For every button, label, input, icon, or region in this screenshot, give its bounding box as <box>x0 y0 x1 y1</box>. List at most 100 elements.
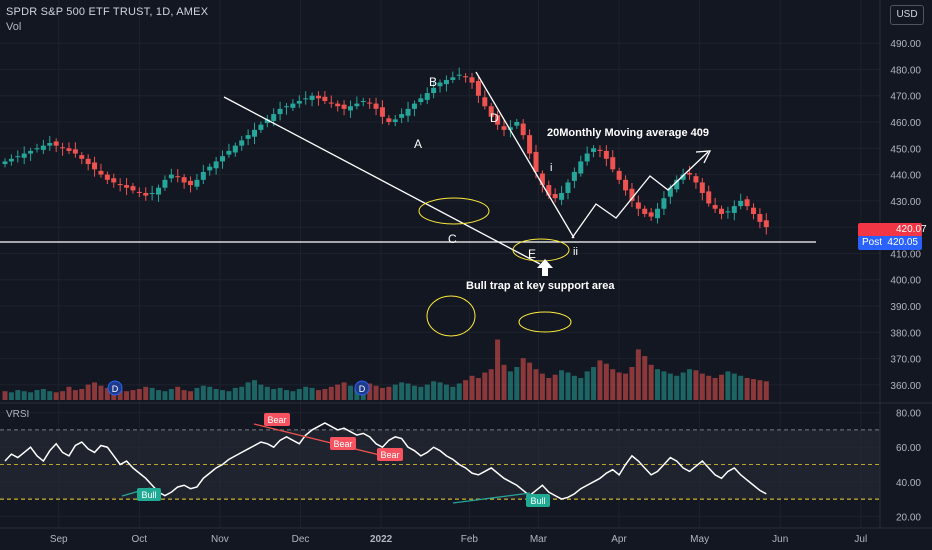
price-candles <box>2 67 769 235</box>
candle-body <box>207 166 213 171</box>
note-moving-average: 20Monthly Moving average 409 <box>547 127 709 139</box>
candle-body <box>475 80 481 96</box>
trendline-2[interactable] <box>475 71 575 239</box>
bull-arrow-icon <box>537 259 553 276</box>
wave-label-d: D <box>490 111 499 125</box>
candle-body <box>539 173 545 186</box>
dividend-marker-2[interactable] <box>354 380 370 396</box>
volume-bar <box>104 387 110 400</box>
projection-path[interactable] <box>571 151 709 239</box>
candle-body <box>719 208 725 214</box>
candle-body <box>79 155 85 159</box>
volume-bar <box>399 382 405 400</box>
candle-body <box>335 103 341 107</box>
vrsi-axis[interactable]: 80.00 60.00 40.00 20.00 <box>896 409 921 524</box>
candle-body <box>283 106 289 108</box>
volume-bar <box>565 372 571 400</box>
volume-bar <box>488 369 494 400</box>
volume-bar <box>354 387 360 400</box>
volume-bar <box>411 385 417 400</box>
candle-body <box>213 161 219 169</box>
volume-bar <box>456 383 462 400</box>
candle-body <box>552 194 558 199</box>
volume-bar <box>578 378 584 400</box>
price-tick-label: 460.00 <box>890 118 921 129</box>
volume-bar <box>667 373 673 400</box>
candle-body <box>232 145 238 153</box>
volume-bar <box>706 375 712 400</box>
symbol-title[interactable]: SPDR S&P 500 ETF TRUST, 1D, AMEX <box>6 6 209 18</box>
volume-bar <box>584 371 590 400</box>
bear-label-1: Bear <box>264 413 290 426</box>
volume-bar <box>264 386 270 400</box>
time-axis[interactable]: Sep Oct Nov Dec 2022 Feb Mar Apr May Jun Jul <box>0 527 932 545</box>
candle-body <box>8 158 14 162</box>
candle-body <box>699 182 705 193</box>
volume-bar <box>443 384 449 400</box>
volume-bar <box>232 387 238 400</box>
vrsi-legend[interactable]: VRSI <box>6 409 30 420</box>
volume-bars <box>2 339 769 400</box>
volume-bar <box>424 384 430 400</box>
volume-bar <box>520 358 526 400</box>
candle-body <box>162 179 168 188</box>
volume-bar <box>341 382 347 400</box>
candle-body <box>642 208 648 214</box>
currency-button[interactable]: USD <box>890 5 924 25</box>
candle-body <box>168 174 174 179</box>
candle-body <box>239 140 245 146</box>
trendline-1[interactable] <box>223 96 541 265</box>
volume-bar <box>757 380 763 400</box>
volume-bar <box>648 364 654 400</box>
candle-body <box>437 82 443 87</box>
candle-body <box>220 156 226 162</box>
volume-bar <box>124 391 130 400</box>
candle-body <box>322 96 328 101</box>
volume-bar <box>309 387 315 400</box>
chart-drawings: A B C D E i ii 20Monthly Moving average … <box>0 71 816 396</box>
volume-bar <box>661 371 667 400</box>
candle-body <box>463 76 469 78</box>
candle-body <box>188 180 194 186</box>
candle-body <box>706 191 712 204</box>
volume-bar <box>303 386 309 400</box>
volume-bar <box>72 390 78 400</box>
volume-bar <box>322 389 328 400</box>
candle-body <box>40 145 46 150</box>
volume-bar <box>200 385 206 400</box>
candle-body <box>424 93 430 100</box>
dividend-marker-1-label: D <box>112 384 119 394</box>
candle-body <box>456 74 462 76</box>
candle-body <box>571 171 577 181</box>
volume-bar <box>277 387 283 400</box>
dividend-marker-1[interactable] <box>107 380 123 396</box>
price-tick-label: 480.00 <box>890 65 921 76</box>
candle-body <box>514 122 520 126</box>
candle-body <box>610 157 616 170</box>
volume-bar <box>367 383 373 400</box>
candle-body <box>405 108 411 116</box>
volume-legend[interactable]: Vol <box>6 21 22 33</box>
candle-body <box>200 171 206 180</box>
wave-label-ii: ii <box>573 246 578 258</box>
candle-body <box>603 150 609 159</box>
candle-body <box>546 185 552 196</box>
wave-label-c: C <box>448 232 457 246</box>
candle-body <box>175 176 181 178</box>
candle-body <box>296 100 302 104</box>
vrsi-bull-trend-2 <box>452 492 531 504</box>
volume-bar <box>635 349 641 400</box>
candle-body <box>712 205 718 209</box>
candle-body <box>418 98 424 103</box>
wave-label-e: E <box>528 247 536 261</box>
candle-body <box>98 170 104 175</box>
svg-text:Bull: Bull <box>530 496 545 506</box>
volume-bar <box>680 372 686 400</box>
candle-body <box>367 102 373 104</box>
candle-body <box>763 220 769 228</box>
volume-bar <box>213 389 219 400</box>
volume-bar <box>2 391 8 400</box>
volume-bar <box>751 379 757 400</box>
volume-bar <box>315 390 321 400</box>
